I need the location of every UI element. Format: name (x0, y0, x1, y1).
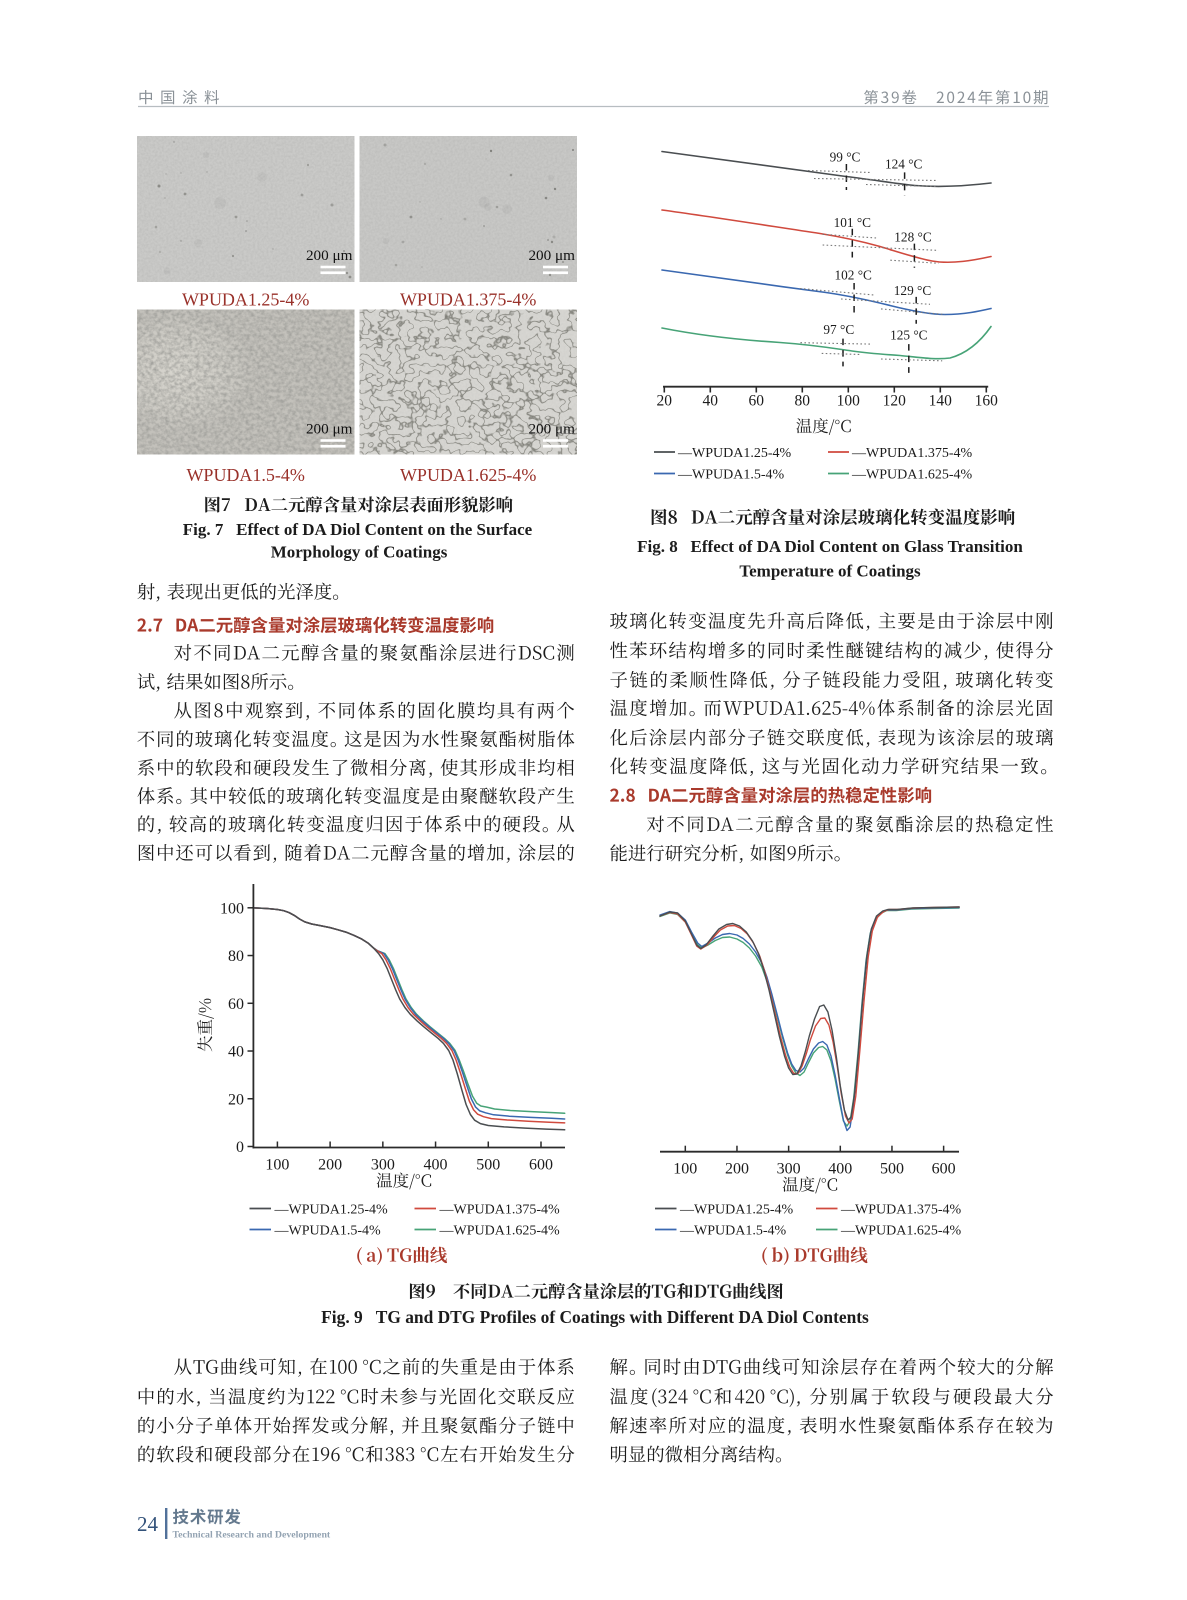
svg-text:400: 400 (828, 1161, 852, 1178)
svg-text:Morphology of Coatings: Morphology of Coatings (271, 543, 448, 562)
svg-text:—WPUDA1.5-4%: —WPUDA1.5-4% (274, 1224, 381, 1239)
svg-text:128 °C: 128 °C (894, 230, 932, 245)
svg-text:129 °C: 129 °C (894, 283, 932, 298)
svg-text:200 μm: 200 μm (306, 421, 353, 438)
svg-text:—WPUDA1.375-4%: —WPUDA1.375-4% (439, 1203, 560, 1218)
svg-text:200 μm: 200 μm (528, 421, 575, 438)
svg-text:200 μm: 200 μm (528, 247, 575, 264)
svg-text:99 °C: 99 °C (830, 150, 861, 165)
svg-text:—WPUDA1.25-4%: —WPUDA1.25-4% (679, 1203, 793, 1218)
svg-text:100: 100 (673, 1161, 697, 1178)
svg-text:600: 600 (529, 1157, 553, 1174)
svg-text:40: 40 (228, 1044, 244, 1061)
svg-text:500: 500 (880, 1161, 904, 1178)
svg-text:300: 300 (777, 1161, 801, 1178)
svg-text:102 °C: 102 °C (834, 267, 872, 282)
svg-text:—WPUDA1.375-4%: —WPUDA1.375-4% (851, 446, 972, 461)
svg-text:—WPUDA1.625-4%: —WPUDA1.625-4% (851, 468, 972, 483)
svg-text:—WPUDA1.625-4%: —WPUDA1.625-4% (439, 1224, 560, 1239)
svg-text:Technical Research and Develop: Technical Research and Development (173, 1530, 331, 1541)
svg-text:80: 80 (228, 948, 244, 965)
svg-text:20: 20 (228, 1091, 244, 1108)
svg-text:500: 500 (476, 1157, 500, 1174)
svg-text:124 °C: 124 °C (885, 157, 923, 172)
svg-text:97 °C: 97 °C (823, 322, 854, 337)
svg-text:WPUDA1.25-4%: WPUDA1.25-4% (182, 290, 310, 310)
svg-text:20: 20 (657, 393, 673, 410)
svg-text:200 μm: 200 μm (306, 247, 353, 264)
svg-text:24: 24 (137, 1512, 159, 1536)
svg-text:400: 400 (424, 1157, 448, 1174)
svg-text:125 °C: 125 °C (890, 328, 928, 343)
svg-text:Fig. 8 Effect of DA Diol Con: Fig. 8 Effect of DA Diol Content on Glas… (637, 537, 1023, 556)
svg-text:—WPUDA1.5-4%: —WPUDA1.5-4% (679, 1224, 786, 1239)
svg-text:101 °C: 101 °C (834, 215, 872, 230)
svg-text:100: 100 (837, 393, 861, 410)
svg-text:—WPUDA1.25-4%: —WPUDA1.25-4% (274, 1203, 388, 1218)
svg-text:80: 80 (795, 393, 811, 410)
svg-text:WPUDA1.5-4%: WPUDA1.5-4% (186, 465, 305, 485)
svg-text:—WPUDA1.625-4%: —WPUDA1.625-4% (840, 1224, 961, 1239)
svg-text:—WPUDA1.5-4%: —WPUDA1.5-4% (677, 468, 784, 483)
svg-text:60: 60 (228, 996, 244, 1013)
svg-text:100: 100 (265, 1157, 289, 1174)
svg-text:WPUDA1.625-4%: WPUDA1.625-4% (400, 465, 537, 485)
svg-text:140: 140 (929, 393, 953, 410)
svg-text:200: 200 (725, 1161, 749, 1178)
svg-text:WPUDA1.375-4%: WPUDA1.375-4% (400, 290, 537, 310)
svg-text:600: 600 (932, 1161, 956, 1178)
svg-text:0: 0 (236, 1139, 244, 1156)
svg-text:160: 160 (975, 393, 999, 410)
svg-text:Fig. 7 Effect of DA Diol Con: Fig. 7 Effect of DA Diol Content on the … (183, 520, 533, 539)
svg-text:—WPUDA1.25-4%: —WPUDA1.25-4% (677, 446, 791, 461)
svg-text:60: 60 (749, 393, 765, 410)
svg-text:200: 200 (318, 1157, 342, 1174)
svg-text:—WPUDA1.375-4%: —WPUDA1.375-4% (840, 1203, 961, 1218)
svg-text:40: 40 (703, 393, 719, 410)
svg-text:300: 300 (371, 1157, 395, 1174)
svg-text:Fig. 9 TG and DTG Profiles o: Fig. 9 TG and DTG Profiles of Coatings w… (321, 1307, 869, 1327)
svg-text:100: 100 (220, 900, 244, 917)
svg-text:120: 120 (883, 393, 907, 410)
svg-text:Temperature of Coatings: Temperature of Coatings (739, 562, 921, 581)
